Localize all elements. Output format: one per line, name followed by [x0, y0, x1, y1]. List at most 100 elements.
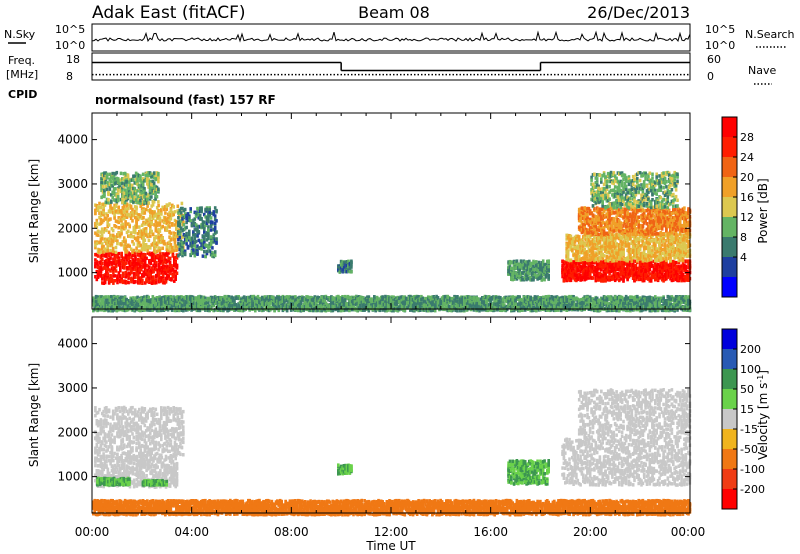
data-cell	[106, 214, 109, 218]
data-cell	[131, 208, 134, 212]
data-cell	[603, 254, 606, 258]
data-cell	[671, 234, 674, 238]
data-cell	[200, 247, 203, 251]
data-cell	[567, 245, 570, 249]
data-cell	[156, 254, 159, 257]
data-cell	[210, 240, 213, 244]
data-cell	[161, 247, 164, 251]
data-cell	[144, 211, 147, 215]
data-cell	[210, 228, 213, 232]
data-cell	[210, 235, 213, 239]
data-cell	[164, 211, 167, 215]
data-cell	[109, 274, 112, 278]
data-cell	[97, 276, 100, 280]
data-cell	[200, 217, 203, 221]
data-cell	[118, 252, 121, 256]
data-cell	[145, 208, 148, 212]
data-cell	[350, 263, 353, 267]
data-cell	[157, 236, 160, 240]
data-cell	[686, 215, 689, 219]
nave-tick-high: 60	[707, 53, 721, 66]
data-cell	[120, 229, 123, 233]
data-cell	[570, 235, 573, 239]
data-cell	[170, 217, 173, 221]
data-cell	[139, 174, 142, 178]
data-cell	[144, 253, 147, 257]
data-cell	[156, 250, 159, 254]
data-cell	[159, 216, 162, 220]
freq-tick-low: 8	[66, 70, 73, 83]
data-cell	[127, 207, 130, 211]
data-cell	[184, 253, 187, 257]
data-cell	[516, 260, 519, 264]
data-cell	[189, 219, 192, 223]
data-cell	[123, 266, 126, 270]
data-cell	[661, 227, 664, 231]
data-cell	[215, 230, 218, 234]
data-cell	[115, 251, 118, 255]
freq-tick-high: 18	[66, 53, 80, 66]
data-cell	[185, 232, 188, 236]
data-cell	[130, 235, 133, 239]
data-cell	[168, 202, 171, 206]
data-cell	[132, 178, 135, 182]
data-cell	[637, 220, 640, 224]
data-cell	[547, 276, 550, 280]
data-cell	[150, 195, 153, 199]
data-cell	[155, 281, 158, 285]
data-cell	[97, 234, 100, 238]
data-cell	[98, 202, 101, 206]
data-cell	[675, 229, 678, 233]
data-cell	[148, 266, 151, 270]
data-cell	[174, 239, 177, 243]
data-cell	[112, 229, 115, 233]
data-cell	[613, 217, 616, 221]
data-cell	[116, 171, 119, 175]
data-cell	[135, 206, 138, 210]
data-cell	[578, 255, 581, 259]
data-cell	[114, 279, 117, 283]
data-cell	[139, 244, 142, 248]
data-cell	[200, 239, 203, 243]
data-cell	[103, 193, 106, 197]
data-cell	[679, 220, 682, 224]
data-cell	[159, 252, 162, 256]
data-cell	[571, 248, 574, 252]
data-cell	[142, 216, 145, 220]
data-cell	[179, 236, 182, 240]
data-cell	[172, 205, 175, 209]
data-cell	[101, 262, 104, 266]
data-cell	[129, 199, 132, 203]
data-cell	[116, 275, 119, 279]
data-cell	[622, 251, 625, 255]
data-cell	[101, 258, 104, 262]
data-cell	[131, 184, 134, 188]
data-cell	[570, 279, 573, 283]
data-cell	[138, 225, 141, 229]
data-cell	[650, 239, 653, 243]
data-cell	[181, 202, 184, 206]
data-cell	[637, 215, 640, 219]
date-title: 26/Dec/2013	[587, 3, 690, 22]
data-cell	[203, 250, 206, 254]
data-cell	[117, 198, 120, 202]
data-cell	[159, 229, 162, 233]
data-cell	[125, 180, 128, 184]
data-cell	[545, 275, 548, 279]
data-cell	[112, 247, 115, 251]
data-cell	[547, 261, 550, 265]
data-cell	[122, 275, 125, 279]
data-cell	[146, 204, 149, 208]
data-cell	[149, 217, 152, 221]
data-cell	[578, 237, 581, 241]
data-cell	[188, 230, 191, 234]
data-cell	[192, 248, 195, 252]
data-cell	[211, 221, 214, 225]
data-cell	[174, 210, 177, 214]
data-cell	[207, 225, 210, 229]
data-cell	[171, 222, 174, 226]
data-cell	[152, 233, 155, 237]
data-cell	[129, 252, 132, 256]
data-cell	[593, 236, 596, 240]
data-cell	[107, 273, 110, 277]
